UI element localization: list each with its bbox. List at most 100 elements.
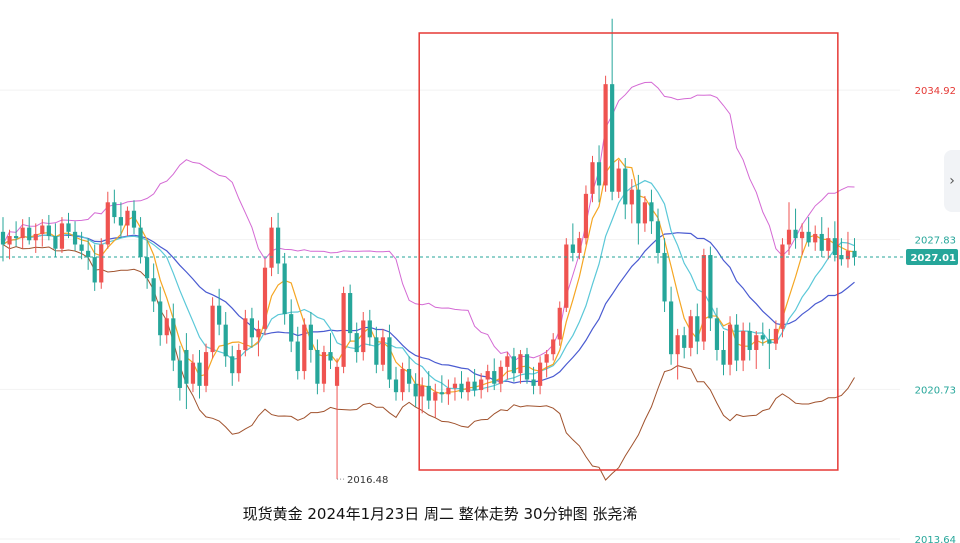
candle	[27, 217, 32, 245]
current-price-value: 2027.01	[910, 253, 956, 264]
candle	[407, 356, 412, 393]
candle-body	[112, 202, 117, 218]
candle-body	[295, 341, 300, 372]
chevron-right-icon: ›	[949, 173, 955, 189]
candle-body	[53, 236, 58, 249]
candle	[577, 231, 582, 260]
candle	[544, 349, 549, 378]
candle	[760, 322, 765, 346]
candle	[767, 328, 772, 369]
candle-body	[184, 349, 189, 384]
candle	[341, 286, 346, 374]
candle	[374, 326, 379, 374]
candle	[33, 223, 38, 253]
candle	[610, 18, 615, 201]
candle	[708, 246, 713, 331]
candle	[328, 333, 333, 369]
candle-body	[655, 221, 661, 253]
candle-body	[544, 354, 549, 363]
candle-body	[780, 244, 785, 329]
price-axis: 2034.92 2027.83 2020.73 2013.64	[915, 86, 956, 543]
candle	[498, 360, 503, 393]
candle	[727, 316, 733, 376]
candle-body	[610, 84, 615, 192]
candle	[472, 368, 477, 397]
candle-body	[171, 318, 176, 361]
candle	[570, 223, 575, 262]
candle-body	[557, 307, 562, 340]
candle-body	[328, 352, 333, 361]
candle	[518, 349, 523, 384]
candle	[721, 330, 726, 376]
ma-slow-line	[2, 232, 855, 384]
candle-body	[315, 349, 320, 384]
candle	[230, 345, 235, 386]
candle	[616, 160, 621, 199]
candle	[452, 377, 458, 401]
candle	[754, 330, 759, 369]
candle-body	[583, 193, 589, 239]
candle	[243, 309, 248, 357]
bb-upper-line	[2, 81, 855, 362]
candle-body	[806, 231, 811, 243]
candle	[669, 286, 674, 365]
candle-body	[570, 244, 575, 253]
candle	[197, 349, 202, 399]
candle-body	[125, 210, 130, 226]
bb-lower-line	[2, 244, 855, 481]
candle-body	[131, 210, 137, 228]
candle	[348, 284, 353, 342]
candle	[479, 373, 484, 399]
candle-body	[511, 356, 516, 374]
candle-body	[374, 337, 379, 365]
candle	[86, 238, 91, 270]
candle	[151, 263, 156, 313]
candle-body	[734, 324, 739, 361]
candle-body	[727, 324, 733, 365]
candles	[0, 18, 857, 480]
y-tick-label: 2013.64	[915, 535, 956, 543]
candle-body	[413, 383, 418, 397]
candle-body	[505, 356, 510, 367]
candle	[334, 358, 340, 480]
candle	[459, 371, 464, 399]
candle-body	[518, 354, 523, 374]
annotation-label: 2016.48	[347, 475, 388, 486]
candle	[99, 238, 104, 289]
candle	[295, 326, 300, 380]
candle	[649, 189, 654, 234]
candle	[289, 299, 294, 353]
candle	[734, 314, 739, 372]
candle-body	[334, 366, 340, 386]
candle	[393, 366, 399, 401]
candle	[380, 328, 385, 372]
candle-body	[223, 324, 228, 357]
chart-grid	[0, 89, 900, 540]
candle-body	[813, 233, 818, 243]
candle-body	[387, 337, 392, 380]
candle-body	[361, 320, 366, 353]
candle-body	[800, 231, 805, 239]
candle	[413, 373, 418, 407]
candle-body	[20, 227, 25, 239]
candle	[171, 303, 176, 372]
candle	[72, 221, 78, 251]
candle-body	[714, 318, 720, 350]
candle	[46, 214, 51, 241]
candle-body	[393, 379, 399, 393]
candle-body	[446, 387, 451, 395]
candle	[531, 366, 536, 395]
scroll-right-button[interactable]: ›	[944, 150, 960, 212]
candle	[177, 345, 182, 401]
candle	[465, 377, 471, 401]
candle	[557, 301, 562, 346]
candle-body	[662, 252, 667, 302]
candle-body	[40, 225, 45, 234]
candle	[773, 320, 778, 350]
candle-body	[531, 379, 536, 386]
candle-body	[852, 250, 857, 257]
candle-body	[603, 84, 608, 186]
candle	[695, 303, 700, 355]
candle-body	[14, 236, 19, 239]
candle	[675, 328, 680, 380]
